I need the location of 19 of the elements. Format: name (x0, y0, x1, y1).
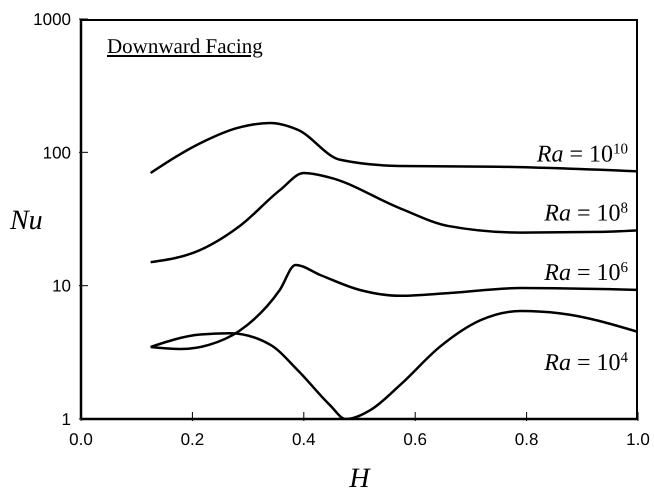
y-tick-label: 1 (62, 410, 71, 429)
y-axis-title: Nu (9, 204, 43, 236)
x-tick-label: 1.0 (626, 430, 650, 449)
x-axis-title: H (348, 463, 372, 491)
text: Downward Facing (107, 34, 263, 59)
series-label: Ra = 10$^{4}$ (543, 350, 628, 376)
x-tick-label: 0.4 (292, 430, 316, 449)
series-label: Ra = 10$^{10}$ (536, 141, 628, 168)
x-tick-label: 0.0 (69, 430, 93, 449)
x-tick-label: 0.8 (514, 430, 538, 449)
series-label: Ra = 10$^{8}$ (543, 200, 628, 226)
y-tick-label: 100 (42, 143, 71, 162)
y-tick-label: 10 (52, 276, 71, 296)
line-series (149, 172, 638, 264)
x-tick-label: 0.6 (403, 430, 428, 449)
x-tick-label: 0.2 (180, 430, 204, 449)
y-tick-label: 1000 (33, 10, 71, 29)
series-label: Ra = 10$^{6}$ (543, 260, 628, 286)
line-series (149, 122, 638, 174)
